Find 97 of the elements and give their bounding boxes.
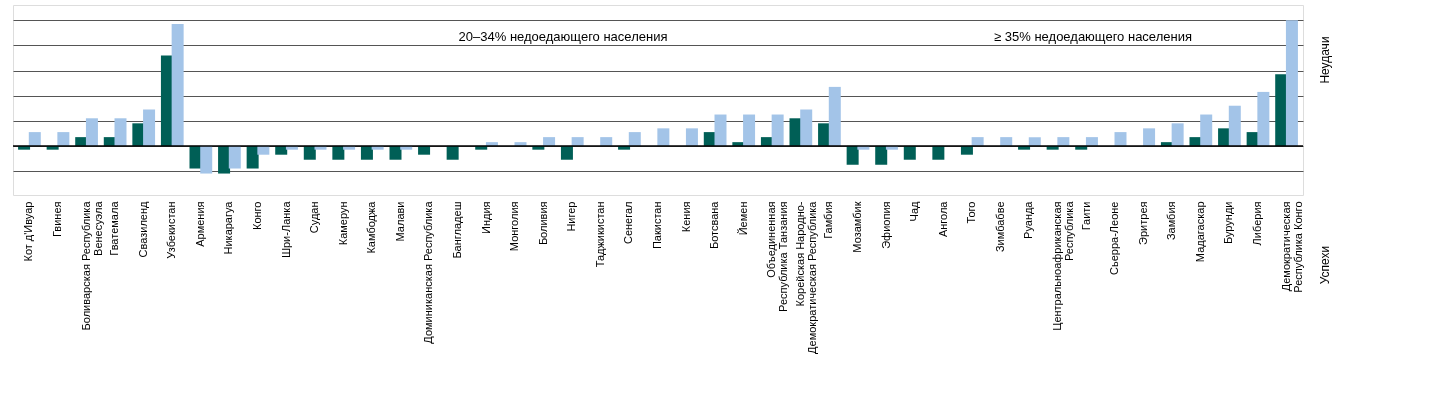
x-tick-label: Центральноафриканская Республика (1051, 200, 1075, 331)
bar (571, 137, 584, 146)
x-tick-label: Корейская Народно- Демократическая Республика (793, 200, 818, 354)
x-tick-label: Индия (479, 201, 492, 235)
bar (714, 114, 727, 146)
bar (200, 145, 213, 174)
x-tick-label: Шри-Ланка (279, 200, 292, 259)
bar (903, 145, 916, 160)
x-tick-label: Сьерра-Леоне (1108, 201, 1121, 275)
x-tick-label: Нигер (565, 201, 578, 232)
bar (418, 145, 431, 155)
x-tick-label: Кот д'Ивуар (22, 201, 35, 262)
bar (114, 118, 127, 146)
bar (28, 132, 41, 146)
bar (932, 145, 945, 160)
bar (1285, 20, 1298, 146)
x-tick-label: Боливарская Республика Венесуэла (79, 200, 104, 331)
x-tick-label: Эритрея (1136, 201, 1149, 245)
bar (389, 145, 402, 160)
bar (743, 114, 756, 146)
bar (257, 145, 270, 155)
x-tick-label: Кения (679, 201, 692, 233)
bar (360, 145, 373, 160)
bar (446, 145, 459, 160)
x-tick-label: Чад (908, 200, 921, 222)
x-tick-label: Ботсвана (708, 200, 721, 250)
bar (771, 114, 784, 146)
x-tick-label: Гаити (1079, 201, 1092, 231)
x-tick-label: Малави (393, 201, 406, 242)
x-tick-label: Монголия (508, 201, 521, 252)
annotation: ≥ 35% недоедающего населения (994, 29, 1192, 44)
bar (600, 137, 613, 146)
x-tick-label: Гамбия (822, 201, 835, 239)
x-tick-label: Свазиленд (136, 200, 149, 258)
bar (1171, 123, 1184, 146)
bar (657, 128, 670, 146)
x-tick-label: Никарагуа (222, 200, 235, 255)
bar (1028, 137, 1041, 146)
x-tick-label: Узбекистан (165, 201, 178, 259)
x-tick-label: Йемен (736, 201, 749, 236)
x-tick-label: Бурунди (1222, 201, 1235, 244)
bar (846, 145, 859, 165)
x-tick-label: Зимбабве (993, 201, 1006, 253)
bar (1114, 132, 1127, 146)
x-tick-label: Гвинея (51, 201, 63, 237)
bar (57, 132, 70, 146)
bar (1228, 105, 1241, 146)
x-tick-label: Таджикистан (593, 201, 606, 268)
bar (628, 132, 641, 146)
bar (1085, 137, 1098, 146)
bar (1257, 91, 1270, 146)
bar (1275, 74, 1288, 146)
x-tick-label: Боливия (536, 201, 549, 246)
bar (828, 86, 841, 146)
x-tick-label: Того (965, 201, 978, 224)
annotation: 20–34% недоедающего населения (458, 29, 668, 44)
bar (960, 145, 973, 155)
bar (228, 145, 241, 169)
x-tick-label: Руанда (1022, 200, 1035, 239)
text: Неудачи (1318, 36, 1332, 84)
bar (332, 145, 345, 160)
x-tick-label: Пакистан (651, 201, 663, 250)
bar (218, 145, 231, 174)
bar (143, 109, 156, 146)
x-tick-label: Эфиопия (879, 201, 892, 249)
bar (171, 24, 184, 146)
x-tick-label: Замбия (1165, 201, 1178, 241)
bar (685, 128, 698, 146)
text: Успехи (1318, 245, 1332, 285)
bar (800, 109, 813, 146)
x-tick-label: Либерия (1251, 201, 1263, 246)
x-tick-label: Камерун (336, 201, 349, 246)
x-tick-label: Ангола (936, 200, 949, 238)
x-tick-label: Объединенная Республика Танзания (765, 201, 790, 312)
bar (85, 118, 98, 146)
bar (1057, 137, 1070, 146)
x-tick-label: Мадагаскар (1193, 201, 1206, 263)
bar (160, 55, 173, 146)
x-tick-label: Судан (308, 201, 321, 234)
bar (246, 145, 259, 169)
bar (971, 137, 984, 146)
x-tick-label: Конго (251, 201, 263, 230)
bar (875, 145, 888, 165)
bar (1000, 137, 1013, 146)
x-tick-label: Доминиканская Республика (422, 200, 435, 344)
x-tick-label: Мозамбик (851, 201, 863, 253)
x-tick-label: Камбоджа (365, 200, 378, 254)
x-tick-label: Армения (193, 201, 206, 247)
x-tick-label: Сенегал (622, 201, 635, 245)
x-tick-label: Бангладеш (451, 201, 463, 259)
bar (560, 145, 573, 160)
bar (1200, 114, 1213, 146)
x-tick-label: Гватемала (108, 200, 121, 256)
bar (543, 137, 556, 146)
bar (303, 145, 316, 160)
bar (1143, 128, 1156, 146)
x-tick-label: Демократическая Республика Конго (1279, 201, 1304, 293)
